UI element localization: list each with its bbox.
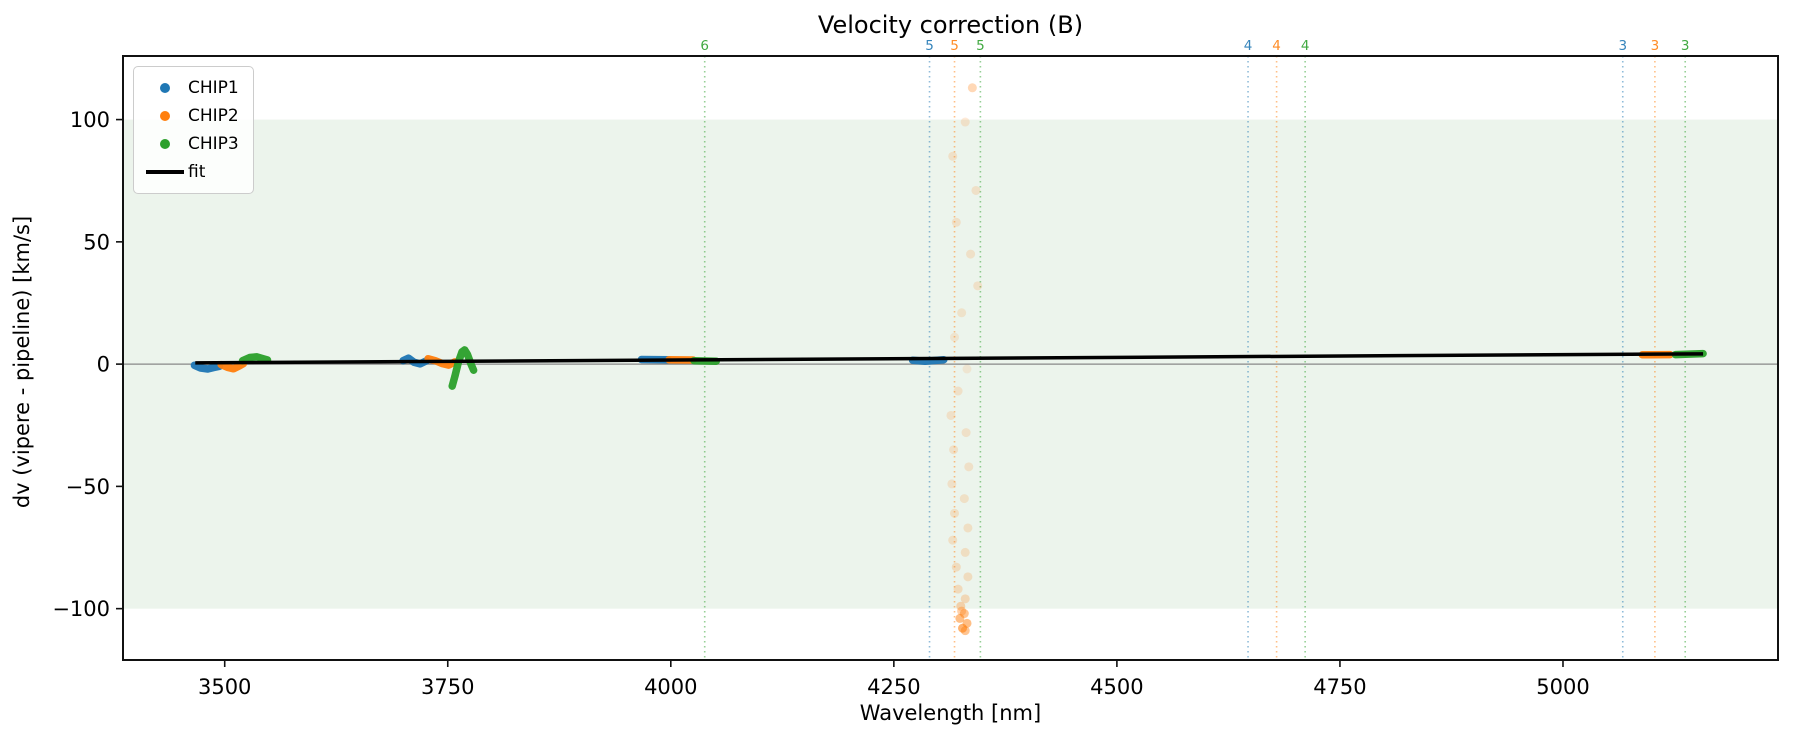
legend-item-label: fit bbox=[188, 162, 206, 182]
outlier-point bbox=[955, 613, 965, 623]
x-tick-label: 4000 bbox=[644, 675, 697, 699]
legend-item-chip2: CHIP2 bbox=[142, 102, 239, 130]
y-tick-label: −50 bbox=[66, 475, 110, 499]
legend: CHIP1 CHIP2 CHIP3 fit bbox=[133, 66, 254, 194]
outlier-point bbox=[957, 308, 967, 318]
order-marker-label: 4 bbox=[1244, 38, 1253, 54]
outlier-point bbox=[948, 535, 958, 545]
legend-item-label: CHIP3 bbox=[188, 134, 239, 154]
outlier-point bbox=[960, 117, 970, 127]
legend-item-label: CHIP1 bbox=[188, 78, 239, 98]
outlier-point bbox=[948, 151, 958, 161]
legend-marker-wrap bbox=[142, 139, 188, 149]
data-cluster bbox=[908, 355, 948, 365]
x-tick-label: 3750 bbox=[421, 675, 474, 699]
order-marker-label: 4 bbox=[1272, 38, 1281, 54]
outlier-point bbox=[950, 508, 960, 518]
legend-marker-wrap bbox=[142, 170, 188, 174]
order-marker-label: 5 bbox=[976, 38, 985, 54]
outlier-point bbox=[967, 83, 977, 93]
outlier-point bbox=[960, 626, 970, 636]
fit-line-icon bbox=[146, 170, 184, 174]
legend-item-chip3: CHIP3 bbox=[142, 130, 239, 158]
legend-item-fit: fit bbox=[142, 158, 239, 186]
outlier-point bbox=[956, 601, 966, 611]
y-tick-label: −100 bbox=[52, 597, 110, 621]
outlier-point bbox=[963, 572, 973, 582]
y-axis-label: dv (vipere - pipeline) [km/s] bbox=[10, 215, 34, 509]
legend-marker-wrap bbox=[142, 111, 188, 121]
outlier-point bbox=[971, 185, 981, 195]
outlier-point bbox=[963, 523, 973, 533]
order-marker-label: 5 bbox=[925, 38, 934, 54]
data-cluster bbox=[217, 359, 248, 373]
order-marker-label: 4 bbox=[1301, 38, 1310, 54]
outlier-point bbox=[946, 410, 956, 420]
legend-item-label: CHIP2 bbox=[188, 106, 239, 126]
y-tick-label: 100 bbox=[70, 108, 110, 132]
x-tick-label: 4750 bbox=[1313, 675, 1366, 699]
outlier-point bbox=[960, 594, 970, 604]
outlier-point bbox=[961, 428, 971, 438]
fit-line bbox=[195, 352, 1704, 365]
outlier-point bbox=[953, 584, 963, 594]
order-marker-label: 3 bbox=[1618, 38, 1627, 54]
legend-item-chip1: CHIP1 bbox=[142, 74, 239, 102]
outlier-point bbox=[949, 445, 959, 455]
chip1-dot-icon bbox=[160, 83, 170, 93]
chip2-dot-icon bbox=[160, 111, 170, 121]
y-tick-label: 50 bbox=[83, 230, 110, 254]
order-marker-label: 3 bbox=[1681, 38, 1690, 54]
outlier-point bbox=[966, 249, 976, 259]
x-tick-label: 4500 bbox=[1090, 675, 1143, 699]
outlier-point bbox=[973, 281, 983, 291]
x-tick-label: 3500 bbox=[198, 675, 251, 699]
outlier-point bbox=[960, 547, 970, 557]
outlier-point bbox=[951, 562, 961, 572]
outlier-point bbox=[951, 217, 961, 227]
order-marker-label: 6 bbox=[700, 38, 709, 54]
outlier-point bbox=[953, 386, 963, 396]
x-tick-label: 4250 bbox=[867, 675, 920, 699]
outlier-point bbox=[957, 606, 967, 616]
chart-title: Velocity correction (B) bbox=[817, 11, 1084, 39]
outlier-point bbox=[958, 623, 968, 633]
x-tick-label: 5000 bbox=[1536, 675, 1589, 699]
order-marker-label: 5 bbox=[950, 38, 959, 54]
outlier-point bbox=[962, 364, 972, 374]
axes-box bbox=[122, 55, 1779, 661]
outlier-point bbox=[964, 462, 974, 472]
x-axis-label: Wavelength [nm] bbox=[859, 701, 1042, 725]
order-marker-label: 3 bbox=[1651, 38, 1660, 54]
chip3-dot-icon bbox=[160, 139, 170, 149]
data-cluster bbox=[190, 361, 224, 373]
outlier-point bbox=[950, 332, 960, 342]
outlier-point bbox=[947, 479, 957, 489]
y-tick-label: 0 bbox=[97, 353, 110, 377]
data-cluster bbox=[238, 353, 272, 365]
legend-marker-wrap bbox=[142, 83, 188, 93]
outlier-point bbox=[959, 494, 969, 504]
